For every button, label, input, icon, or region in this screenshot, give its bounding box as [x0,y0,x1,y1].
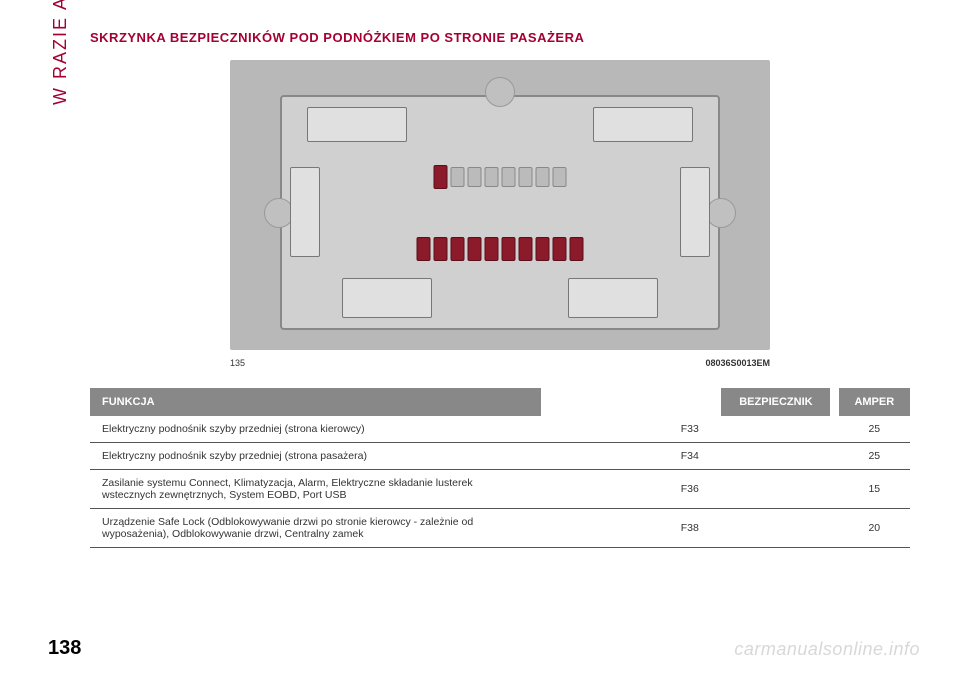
fuse-red [417,237,431,261]
mount-tab-top [485,77,515,107]
fuse-red [434,237,448,261]
fuse-slot [468,167,482,187]
fuse-row-mid [417,237,584,261]
cell-fuse: F34 [541,443,839,470]
side-section-label: W RAZIE AWARII [50,0,71,105]
fuse-red [536,237,550,261]
cell-function: Zasilanie systemu Connect, Klimatyzacja,… [90,470,541,509]
fuse-slot [485,167,499,187]
table-row: Elektryczny podnośnik szyby przedniej (s… [90,416,910,443]
cell-fuse: F38 [541,509,839,548]
fusebox-body [280,95,720,330]
fuse-red [485,237,499,261]
cell-function: Elektryczny podnośnik szyby przedniej (s… [90,416,541,443]
connector-top-left [307,107,407,142]
fuse-slot [451,167,465,187]
fuse-red [451,237,465,261]
header-spacer [830,388,838,416]
table-body: Elektryczny podnośnik szyby przedniej (s… [90,416,910,548]
fuse-red [553,237,567,261]
cell-amps: 20 [839,509,910,548]
section-title: SKRZYNKA BEZPIECZNIKÓW POD PODNÓŻKIEM PO… [90,30,910,45]
fuse-red [434,165,448,189]
fuse-slot [502,167,516,187]
col-amps: AMPER [839,388,910,416]
connector-mid-right [680,167,710,257]
table-row: Urządzenie Safe Lock (Odblokowywanie drz… [90,509,910,548]
fuse-table: FUNKCJA BEZPIECZNIK AMPER Elektryczny po… [90,388,910,548]
fuse-row-top [434,165,567,189]
cell-amps: 25 [839,443,910,470]
col-function: FUNKCJA [90,388,541,416]
connector-bottom-right [568,278,658,318]
fuse-red [519,237,533,261]
watermark: carmanualsonline.info [734,639,920,660]
cell-function: Elektryczny podnośnik szyby przedniej (s… [90,443,541,470]
image-code: 08036S0013EM [705,358,770,368]
fuse-red [502,237,516,261]
diagram-caption: 135 08036S0013EM [230,358,770,368]
col-fuse: BEZPIECZNIK [721,388,830,416]
fuse-slot [553,167,567,187]
fuse-slot [536,167,550,187]
figure-number: 135 [230,358,245,368]
connector-mid-left [290,167,320,257]
fuse-red [570,237,584,261]
diagram-area [90,60,910,350]
cell-amps: 25 [839,416,910,443]
connector-bottom-left [342,278,432,318]
cell-fuse: F33 [541,416,839,443]
fuse-red [468,237,482,261]
fusebox-diagram [230,60,770,350]
cell-amps: 15 [839,470,910,509]
mount-tab-right [706,198,736,228]
page-number: 138 [48,637,81,660]
cell-fuse: F36 [541,470,839,509]
table-header: FUNKCJA BEZPIECZNIK AMPER [90,388,910,416]
header-spacer [541,388,721,416]
page-content: SKRZYNKA BEZPIECZNIKÓW POD PODNÓŻKIEM PO… [0,0,960,568]
table-row: Zasilanie systemu Connect, Klimatyzacja,… [90,470,910,509]
cell-function: Urządzenie Safe Lock (Odblokowywanie drz… [90,509,541,548]
fuse-slot [519,167,533,187]
connector-top-right [593,107,693,142]
table-row: Elektryczny podnośnik szyby przedniej (s… [90,443,910,470]
